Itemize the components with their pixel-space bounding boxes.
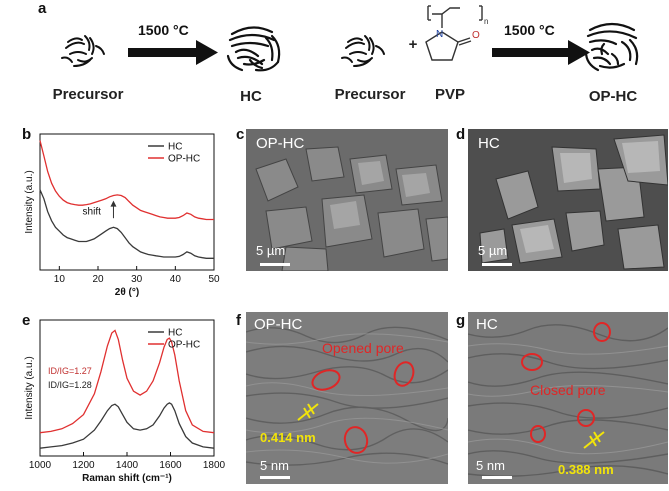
series-line-op-hc xyxy=(39,329,215,434)
pore-markers xyxy=(311,361,415,454)
pvp-subscript-n: n xyxy=(484,17,489,26)
pvp-molecule-icon xyxy=(425,5,483,61)
label-precursor-left: Precursor xyxy=(52,86,124,103)
y-axis-title: Intensity (a.u.) xyxy=(24,356,35,419)
panel-letter-f: f xyxy=(236,312,241,329)
tem-annotation-closed-pore: Closed pore xyxy=(530,382,606,398)
sem-scale-hc: 5 µm xyxy=(478,243,508,258)
label-pvp: PVP xyxy=(434,86,465,103)
panel-letter-c: c xyxy=(236,126,245,143)
pvp-oxygen-label: O xyxy=(472,30,480,41)
precursor-right-icon xyxy=(341,35,385,67)
label-ophc: OP-HC xyxy=(588,88,638,105)
series-line-op-hc xyxy=(39,140,214,221)
panel-letter-g: g xyxy=(456,312,466,329)
x-tick-label: 1600 xyxy=(159,460,182,471)
arrow-head-icon xyxy=(110,200,117,207)
x-tick-label: 50 xyxy=(208,274,220,285)
plot-frame xyxy=(39,133,215,271)
x-tick-label: 1200 xyxy=(72,460,95,471)
panel-letter-d: d xyxy=(456,126,466,143)
panel-letter-b: b xyxy=(22,126,32,143)
pore-markers xyxy=(521,322,611,443)
pvp-nitrogen-label: N xyxy=(436,29,444,40)
scheme-graphics xyxy=(61,5,639,72)
sem-image-ophc: OP-HC 5 µm xyxy=(246,129,448,271)
x-tick-label: 30 xyxy=(131,274,143,285)
tem-label-hc: HC xyxy=(476,316,498,333)
x-tick-label: 1800 xyxy=(203,460,226,471)
scale-bar xyxy=(482,263,512,266)
scale-bar xyxy=(482,476,512,479)
ophc-structure-icon xyxy=(584,22,639,72)
tem-label-ophc: OP-HC xyxy=(254,316,303,333)
x-tick-label: 1000 xyxy=(29,460,52,471)
raman-chart: 1000 1200 1400 1600 1800 Raman shift (cm⁻¹) In… xyxy=(24,319,226,484)
scale-bar xyxy=(260,476,290,479)
tem-image-hc: HC Closed pore 0.388 nm 5 nm xyxy=(468,312,668,484)
x-tick-label: 10 xyxy=(54,274,66,285)
shift-annotation: shift xyxy=(83,206,102,217)
legend-label: HC xyxy=(168,328,182,339)
temperature-label-right: 1500 °C xyxy=(504,22,555,38)
lattice-measure xyxy=(297,403,319,421)
tem-distance-ophc: 0.414 nm xyxy=(260,430,316,445)
tem-image-ophc: OP-HC Opened pore 0.414 nm 5 nm xyxy=(246,312,448,484)
panel-letter-e: e xyxy=(22,312,31,329)
hc-structure-icon xyxy=(226,26,281,72)
x-axis-title: 2θ (°) xyxy=(115,287,139,298)
sem-label-ophc: OP-HC xyxy=(256,135,305,152)
sem-label-hc: HC xyxy=(478,135,500,152)
label-precursor-right: Precursor xyxy=(334,86,406,103)
tem-annotation-opened-pore: Opened pore xyxy=(322,340,404,356)
legend-label: HC xyxy=(168,142,182,153)
y-axis-title: Intensity (a.u.) xyxy=(24,170,35,233)
lattice-measure xyxy=(583,431,605,449)
panel-letter-a: a xyxy=(38,0,47,17)
series-line-hc xyxy=(39,402,215,449)
legend-label: OP-HC xyxy=(168,340,200,351)
scale-bar xyxy=(260,263,290,266)
tem-scale-ophc: 5 nm xyxy=(260,458,289,473)
ratio-annotation: ID/IG=1.28 xyxy=(48,380,92,390)
x-tick-label: 1400 xyxy=(116,460,139,471)
label-hc: HC xyxy=(240,88,262,105)
tem-scale-hc: 5 nm xyxy=(476,458,505,473)
ratio-annotation: ID/IG=1.27 xyxy=(48,366,92,376)
label-plus: + xyxy=(408,36,418,53)
sem-image-hc: HC 5 µm xyxy=(468,129,668,271)
legend-label: OP-HC xyxy=(168,154,200,165)
arrow-right-icon-2 xyxy=(492,40,590,65)
tem-distance-hc: 0.388 nm xyxy=(558,462,614,477)
x-tick-label: 40 xyxy=(170,274,182,285)
x-tick-label: 20 xyxy=(92,274,104,285)
precursor-left-icon xyxy=(61,35,105,67)
temperature-label-left: 1500 °C xyxy=(138,22,189,38)
series-line-hc xyxy=(39,189,214,259)
arrow-right-icon-1 xyxy=(128,40,218,65)
x-axis-title: Raman shift (cm⁻¹) xyxy=(82,473,172,484)
sem-scale-ophc: 5 µm xyxy=(256,243,286,258)
